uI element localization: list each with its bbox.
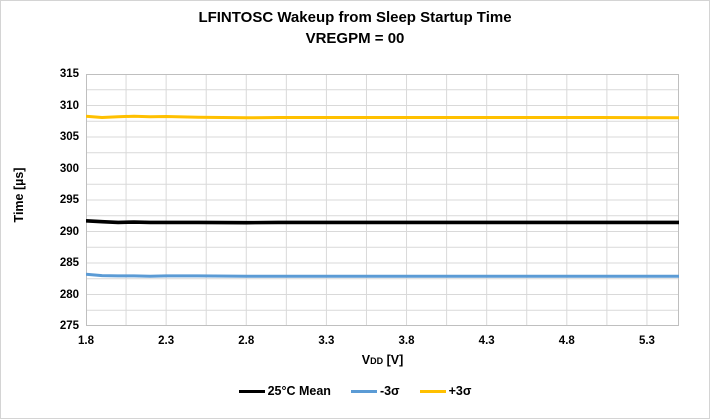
x-axis-title-unit: [V] [383, 353, 404, 367]
legend-label: 25°C Mean [267, 384, 331, 398]
x-axis-title: VDD [V] [86, 353, 679, 367]
legend-label: +3σ [448, 384, 472, 398]
legend-swatch-icon [419, 389, 446, 393]
y-tick-label: 310 [59, 99, 79, 112]
chart-title-block: LFINTOSC Wakeup from Sleep Startup Time … [1, 7, 709, 49]
legend-swatch-icon [238, 389, 265, 393]
legend-item-1: -3σ [350, 384, 400, 398]
x-tick-label: 4.8 [558, 335, 575, 347]
legend-swatch-icon [350, 389, 377, 393]
x-tick-label: 3.8 [398, 335, 415, 347]
legend-item-0: 25°C Mean [238, 384, 331, 398]
y-tick-label: 290 [59, 225, 79, 238]
x-axis-title-subscript: DD [370, 356, 384, 366]
plot-area [86, 74, 679, 326]
x-tick-label: 1.8 [78, 335, 94, 347]
legend-item-2: +3σ [419, 384, 472, 398]
x-tick-label: 3.3 [318, 335, 335, 347]
series-line-0 [86, 219, 679, 225]
legend-label: -3σ [379, 384, 400, 398]
y-tick-label: 285 [59, 257, 79, 269]
y-tick-label: 295 [59, 194, 79, 206]
x-tick-label: 2.3 [158, 335, 175, 347]
y-tick-label: 315 [59, 68, 79, 80]
y-tick-label: 300 [59, 162, 79, 175]
y-axis-title: Time [µs] [12, 167, 26, 223]
chart-title: LFINTOSC Wakeup from Sleep Startup Time [198, 9, 512, 26]
series-line-1 [86, 272, 679, 278]
y-tick-label: 280 [59, 288, 79, 301]
x-axis-title-main: V [361, 353, 371, 367]
plot-border [86, 74, 679, 326]
chart-subtitle: VREGPM = 00 [305, 30, 405, 47]
legend: 25°C Mean -3σ +3σ [1, 384, 709, 398]
x-tick-label: 4.3 [478, 335, 495, 347]
x-tick-label: 2.8 [238, 335, 255, 347]
x-tick-label: 5.3 [638, 335, 655, 347]
y-tick-label: 275 [59, 320, 79, 332]
y-tick-label: 305 [59, 131, 79, 143]
series-line-2 [86, 114, 679, 120]
